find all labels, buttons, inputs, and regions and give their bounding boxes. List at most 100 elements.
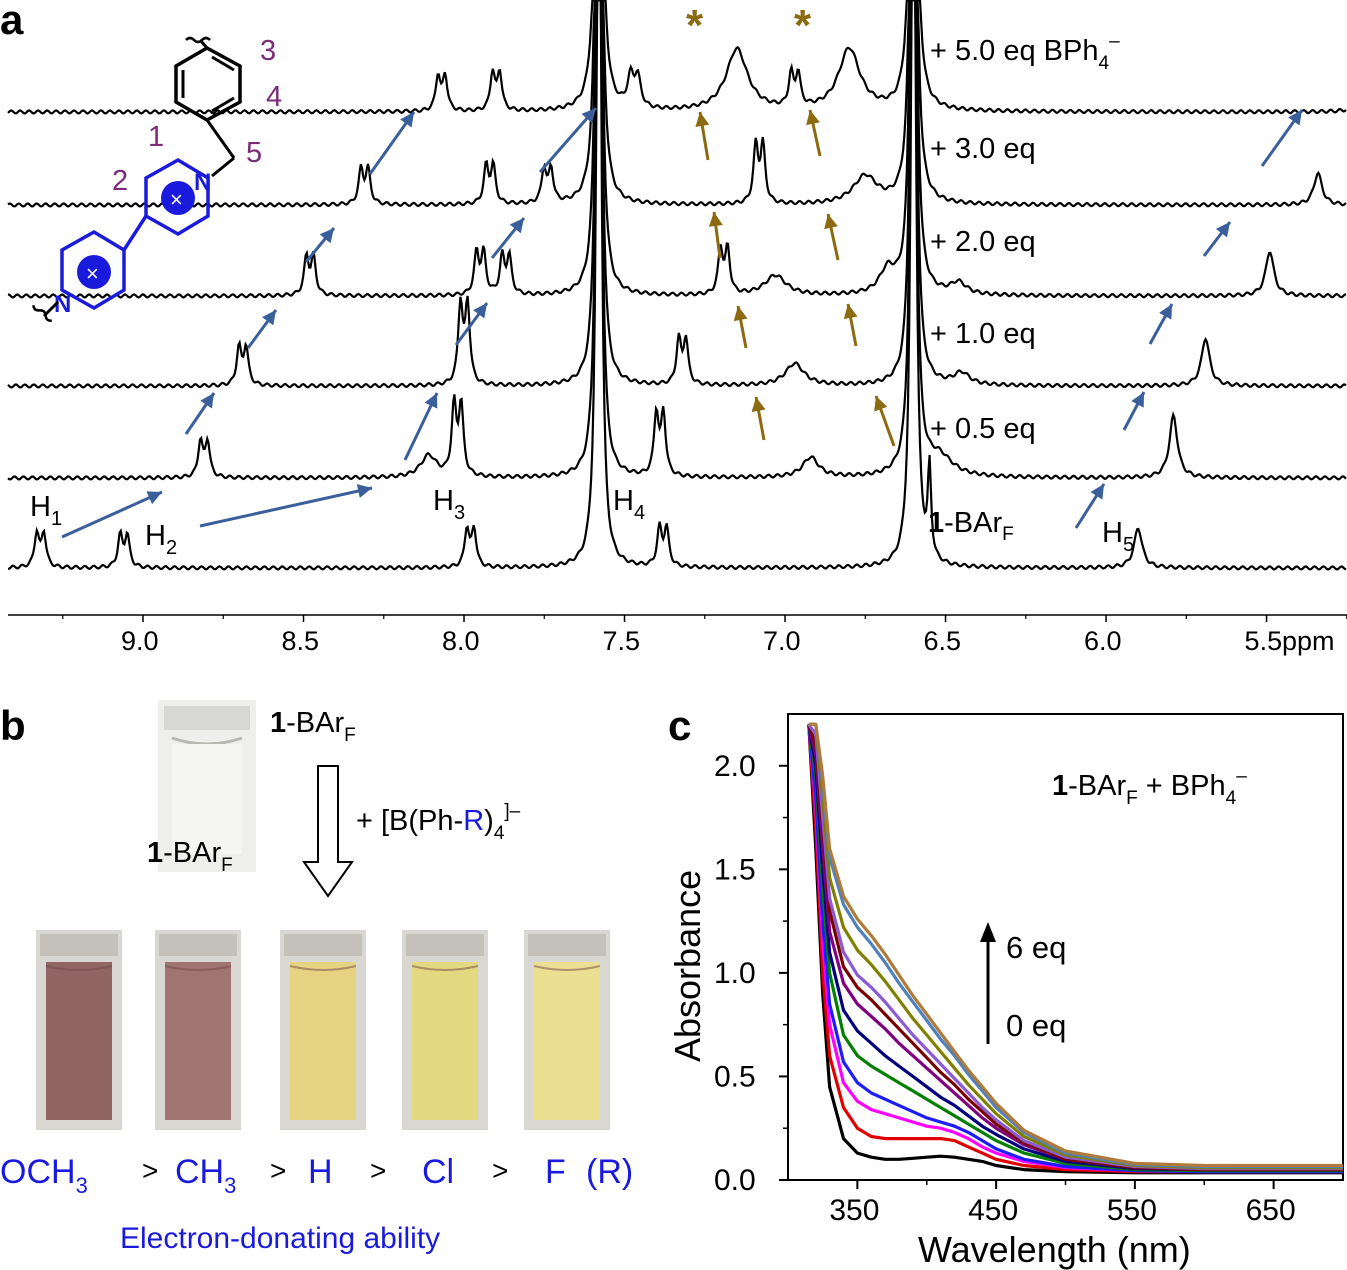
- panel-a-label: a: [0, 0, 24, 43]
- struct-num-1: 1: [148, 121, 164, 153]
- shift-arrow: [246, 309, 278, 349]
- struct-num-2: 2: [112, 165, 128, 197]
- shift-arrow: [733, 305, 748, 349]
- uv-y-tick-label: 0.5: [714, 1060, 756, 1093]
- trace-label-5eq: + 5.0 eq BPh4–: [930, 31, 1120, 74]
- shift-arrow: [538, 107, 598, 173]
- peak-label-h2: H2: [145, 520, 177, 559]
- shift-arrow: [1148, 303, 1174, 345]
- substituent-label: Cl: [422, 1153, 454, 1191]
- cuvette-4: [402, 930, 488, 1130]
- nmr-trace: [7, 0, 1347, 208]
- eq-arrow-top-label: 6 eq: [1006, 930, 1066, 965]
- nmr-tick-label: 7.0: [763, 626, 801, 656]
- uv-y-label: Absorbance: [667, 870, 708, 1062]
- nmr-trace: [7, 0, 1347, 389]
- shift-arrow: [368, 111, 416, 175]
- nmr-tick-label: 6.0: [1084, 626, 1122, 656]
- substituent-label: F: [545, 1153, 566, 1191]
- nmr-tick-label: 8.5: [282, 626, 320, 656]
- nmr-axis-unit: ppm: [1282, 626, 1335, 656]
- shift-arrow: [1260, 109, 1304, 167]
- gt-symbol: >: [492, 1155, 508, 1186]
- peak-label-h5: H5: [1102, 517, 1134, 556]
- substituent-label: OCH3: [0, 1153, 88, 1198]
- cuvette-3: [280, 930, 366, 1130]
- star-marker-1: *: [686, 1, 704, 50]
- nmr-trace: [7, 0, 1347, 115]
- uv-series-line: [807, 724, 1343, 1174]
- reaction-arrow: [302, 765, 354, 898]
- substituent-label: CH3: [175, 1153, 236, 1198]
- cuvette-2: [155, 930, 241, 1130]
- nmr-ticks: 9.0 8.5 8.0 7.5 7.0 6.5 6.0 5.5: [62, 615, 1347, 656]
- nmr-tick-label: 6.5: [924, 626, 962, 656]
- svg-text:×: ×: [170, 187, 183, 212]
- trace-label-2eq: + 2.0 eq: [930, 226, 1036, 258]
- trace-label-barf: 1-BArF: [928, 507, 1014, 545]
- electron-donating-label: Electron-donating ability: [120, 1222, 440, 1255]
- uv-x-tick-label: 650: [1246, 1194, 1296, 1227]
- nmr-trace: [7, 0, 1347, 299]
- uv-y-tick-label: 1.5: [714, 853, 756, 886]
- peak-label-h4: H4: [613, 485, 645, 524]
- pyridinium-ring-2: [60, 229, 126, 311]
- eq-arrow-head: [980, 922, 996, 942]
- panel-b-top-label: 1-BArF: [270, 707, 356, 746]
- shift-arrow: [304, 227, 336, 263]
- struct-num-5: 5: [246, 137, 262, 169]
- uv-y-tick-label: 2.0: [714, 750, 756, 783]
- shift-arrow: [403, 392, 439, 461]
- struct-num-3: 3: [260, 35, 276, 67]
- peak-label-h1: H1: [30, 491, 62, 530]
- cuvette-reference: [158, 700, 256, 872]
- svg-text:N: N: [194, 169, 211, 196]
- molecular-structure: × N × N 1 2 3 4 5: [32, 35, 282, 322]
- nmr-shift-arrows: [61, 107, 1304, 539]
- uv-x-label: Wavelength (nm): [918, 1229, 1191, 1270]
- benzene-ring: [174, 45, 242, 123]
- gt-symbol: >: [270, 1155, 286, 1186]
- cuvette-row: [36, 930, 610, 1130]
- nmr-trace: [7, 0, 1347, 571]
- cuvette-1: [36, 930, 122, 1130]
- uv-series-line: [808, 722, 1343, 1168]
- shift-arrow: [1122, 391, 1146, 431]
- nmr-trace: [7, 0, 1347, 481]
- eq-arrow-bottom-label: 0 eq: [1006, 1008, 1066, 1043]
- substituent-labels: OCH3 CH3 H Cl F > > > > (R): [0, 1153, 633, 1198]
- trace-label-1eq: + 1.0 eq: [930, 318, 1036, 350]
- uv-x-tick-label: 550: [1107, 1194, 1157, 1227]
- shift-arrow: [454, 302, 489, 346]
- shift-arrow: [806, 109, 822, 157]
- trace-label-3eq: + 3.0 eq: [930, 133, 1036, 165]
- svg-text:×: ×: [86, 261, 99, 286]
- nmr-tick-label: 5.5: [1245, 626, 1283, 656]
- peak-label-h3: H3: [433, 485, 465, 524]
- uv-y-tick-label: 0.0: [714, 1164, 756, 1197]
- struct-num-4: 4: [266, 81, 282, 113]
- shift-arrow: [824, 213, 840, 261]
- substituent-label: H: [308, 1153, 333, 1191]
- shift-arrow: [695, 111, 710, 161]
- peak-labels: H1 H2 H3 H4 H5: [30, 485, 1134, 559]
- panel-c-label: c: [668, 702, 691, 749]
- r-label: (R): [586, 1153, 633, 1191]
- cuvette-5: [524, 930, 610, 1130]
- trace-labels: + 5.0 eq BPh4– + 3.0 eq + 2.0 eq + 1.0 e…: [928, 31, 1120, 545]
- gt-symbol: >: [142, 1155, 158, 1186]
- shift-arrow: [874, 395, 896, 447]
- shift-arrow: [184, 392, 216, 435]
- panel-b-label: b: [0, 702, 26, 749]
- uv-x-tick-label: 450: [968, 1194, 1018, 1227]
- star-marker-2: *: [794, 1, 812, 50]
- uv-y-tick-label: 1.0: [714, 957, 756, 990]
- nmr-tick-label: 9.0: [121, 626, 159, 656]
- nmr-tick-label: 7.5: [603, 626, 641, 656]
- shift-arrow: [61, 490, 163, 539]
- shift-arrow: [490, 217, 526, 259]
- gt-symbol: >: [370, 1155, 386, 1186]
- uv-x-tick-label: 350: [829, 1194, 879, 1227]
- shift-arrow: [708, 211, 723, 259]
